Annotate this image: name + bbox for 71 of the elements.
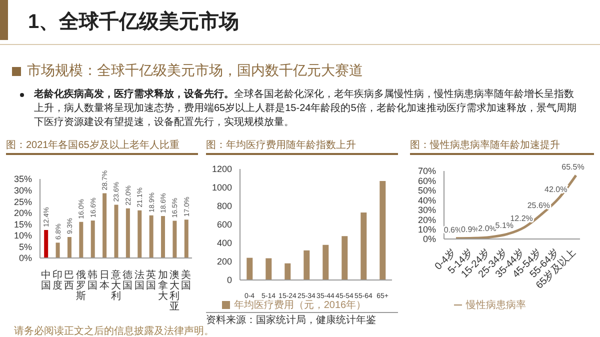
chart-title: 图：年均医疗费用随年龄指数上升 (206, 138, 398, 155)
bar (67, 237, 72, 258)
bar (342, 236, 348, 280)
bar (149, 215, 154, 258)
bar (284, 263, 291, 280)
x-tick-label: 法国 (134, 269, 144, 292)
x-tick-label: 中国 (40, 269, 51, 292)
y-tick-label: 1000 (212, 182, 232, 193)
y-tick-label: 10% (418, 224, 436, 234)
x-tick-label: 韩国 (88, 269, 98, 292)
y-tick-label: 0 (226, 275, 232, 286)
y-tick-label: 60% (418, 176, 436, 186)
text: 5.1% (495, 221, 514, 230)
bar (44, 230, 48, 258)
x-tick-label: 美国 (181, 269, 192, 292)
bar (322, 244, 329, 280)
text: 资料来源：国家统计局，健康统计年鉴 (206, 312, 398, 327)
text: 25.6% (527, 201, 550, 210)
x-tick-label: 澳大利亚 (169, 269, 180, 312)
bar (114, 204, 118, 258)
y-tick-label: 800 (216, 201, 232, 212)
y-tick-label: 0% (18, 253, 32, 264)
bar (172, 220, 177, 258)
y-tick-label: 200 (216, 256, 232, 267)
text: 请务必阅读正文之后的信息披露及法律声明。 (14, 324, 214, 337)
y-tick-label: 20% (14, 208, 32, 218)
y-tick-label: 30% (418, 205, 436, 216)
y-tick-label: 400 (216, 238, 232, 248)
chart-title: 图：慢性病患病率随年龄加速提升 (410, 138, 594, 155)
bar (360, 212, 367, 280)
y-tick-label: 5% (18, 242, 32, 252)
y-tick-label: 600 (216, 220, 232, 230)
bar (56, 242, 60, 258)
y-tick-label: 70% (418, 166, 436, 176)
bar (161, 216, 166, 258)
x-tick-label: 加拿大 (158, 269, 168, 302)
text: 65.5% (562, 162, 584, 172)
x-tick-label: 德国 (122, 270, 133, 292)
y-tick-label: 15% (14, 219, 32, 230)
bar (102, 193, 107, 258)
x-tick-label: 印度 (52, 269, 63, 292)
bar (90, 220, 95, 258)
bar (184, 220, 188, 258)
text: 老龄化疾病高发，医疗需求释放，设备先行。 (34, 89, 234, 100)
legend-label: 慢性病患病率 (466, 300, 526, 311)
bar (138, 210, 142, 258)
y-tick-label: 0% (422, 234, 436, 244)
bar (266, 258, 272, 280)
y-tick-label: 35% (14, 174, 32, 184)
y-tick-label: 1200 (212, 164, 232, 174)
y-tick-label: 25% (14, 196, 32, 207)
y-tick-label: 20% (418, 214, 436, 225)
text: 1、全球千亿级美元市场 (28, 10, 240, 35)
text: 12.2% (510, 214, 533, 224)
bar (246, 258, 253, 280)
y-tick-label: 10% (14, 230, 32, 241)
y-tick-label: 30% (14, 185, 32, 196)
bar (126, 208, 130, 258)
legend-label: 年均医疗费用（元，2016年） (234, 300, 366, 311)
text: 市场规模：全球千亿级美元市场，国内数千亿元大赛道 (27, 62, 363, 80)
bar (380, 181, 386, 280)
bar (79, 222, 84, 258)
x-tick-label: 俄罗斯 (76, 269, 86, 302)
bar (304, 250, 310, 280)
x-tick-label: 意大利 (110, 269, 121, 302)
y-tick-label: 50% (418, 186, 436, 196)
y-tick-label: 40% (418, 195, 436, 206)
x-tick-label: 巴西 (64, 270, 74, 292)
x-tick-label: 日本 (99, 270, 110, 292)
x-tick-label: 英国 (146, 269, 156, 292)
chart-title: 图：2021年各国65岁及以上老年人比重 (6, 138, 198, 155)
